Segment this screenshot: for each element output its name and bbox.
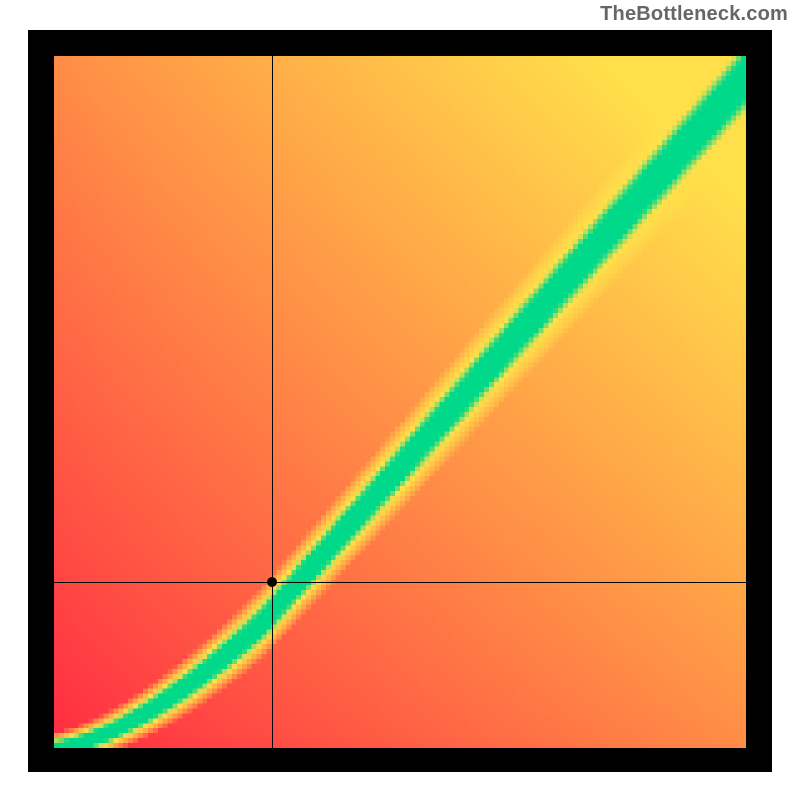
crosshair-horizontal <box>54 582 746 583</box>
crosshair-vertical <box>272 56 273 748</box>
chart-frame <box>28 30 772 772</box>
heatmap-canvas <box>54 56 746 748</box>
stage: TheBottleneck.com <box>0 0 800 800</box>
crosshair-marker <box>267 577 277 587</box>
attribution-text: TheBottleneck.com <box>600 3 788 26</box>
